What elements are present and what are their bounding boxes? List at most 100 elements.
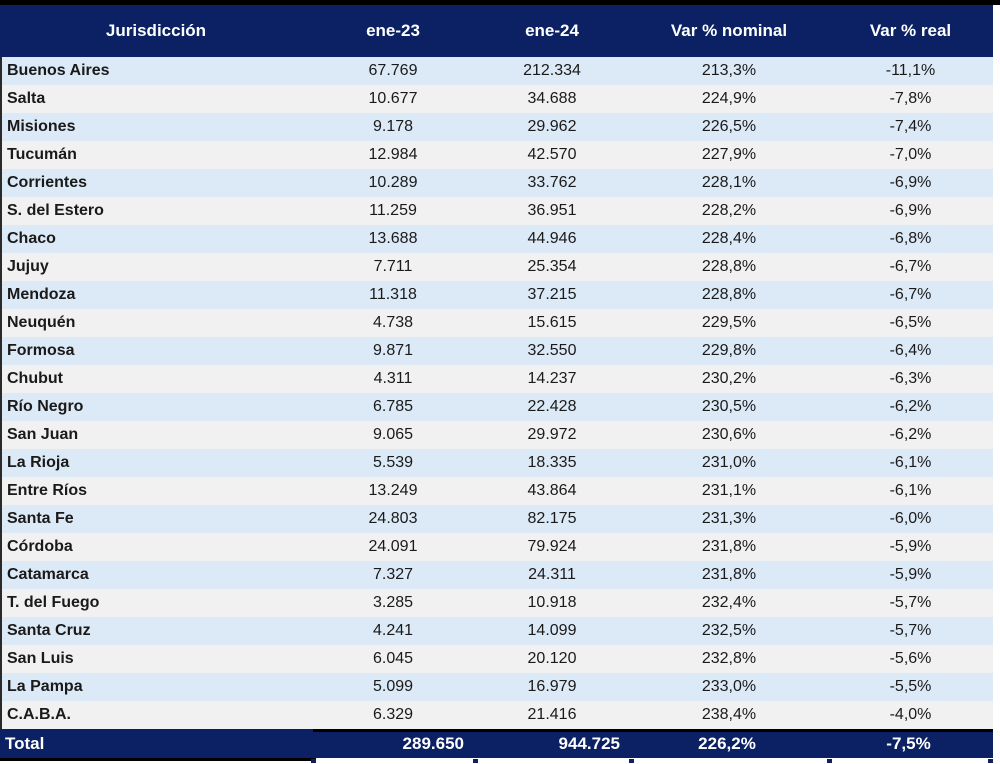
ene23-cell: 12.984 xyxy=(368,146,418,163)
ene23-cell: 9.065 xyxy=(372,426,414,443)
ene23-cell: 6.329 xyxy=(372,706,414,723)
table-row: Entre Ríos 13.249 43.864 231,1% -6,1% xyxy=(2,477,993,505)
table-row: Salta 10.677 34.688 224,9% -7,8% xyxy=(2,85,993,113)
var-nominal-cell: 224,9% xyxy=(701,90,757,107)
var-real-cell: -6,9% xyxy=(889,174,932,191)
table-row: Mendoza 11.318 37.215 228,8% -6,7% xyxy=(2,281,993,309)
ene23-cell: 6.785 xyxy=(372,398,414,415)
ene24-cell: 32.550 xyxy=(527,342,577,359)
column-tick xyxy=(827,759,832,763)
var-real-cell: -6,0% xyxy=(889,510,932,527)
jurisdiction-cell: Mendoza xyxy=(7,286,76,303)
total-row: Total 289.650 944.725 226,2% -7,5% xyxy=(0,729,993,758)
var-real-cell: -5,6% xyxy=(889,650,932,667)
table-row: Tucumán 12.984 42.570 227,9% -7,0% xyxy=(2,141,993,169)
column-tick xyxy=(988,759,993,763)
ene24-cell: 29.972 xyxy=(527,426,577,443)
column-tick xyxy=(473,759,478,763)
var-nominal-cell: 231,1% xyxy=(701,482,757,499)
table-row: San Juan 9.065 29.972 230,6% -6,2% xyxy=(2,421,993,449)
ene23-cell: 9.178 xyxy=(372,118,414,135)
ene23-cell: 24.091 xyxy=(368,538,418,555)
jurisdiction-cell: Chubut xyxy=(7,370,63,387)
var-real-cell: -6,5% xyxy=(889,314,932,331)
var-real-cell: -6,1% xyxy=(889,454,932,471)
ene23-cell: 3.285 xyxy=(372,594,414,611)
total-ene24-cell: 944.725 xyxy=(558,733,620,753)
var-real-cell: -5,9% xyxy=(889,566,932,583)
jurisdiction-cell: San Luis xyxy=(7,650,74,667)
ene24-cell: 21.416 xyxy=(527,706,577,723)
ene23-cell: 10.289 xyxy=(368,174,418,191)
jurisdiction-cell: La Pampa xyxy=(7,678,83,695)
ene23-cell: 13.249 xyxy=(368,482,418,499)
ene24-cell: 37.215 xyxy=(527,286,577,303)
table-row: T. del Fuego 3.285 10.918 232,4% -5,7% xyxy=(2,589,993,617)
var-real-cell: -5,9% xyxy=(889,538,932,555)
var-real-cell: -4,0% xyxy=(889,706,932,723)
column-header-ene23: ene-23 xyxy=(366,21,420,40)
var-nominal-cell: 228,2% xyxy=(701,202,757,219)
var-nominal-cell: 228,4% xyxy=(701,230,757,247)
jurisdiction-cell: Buenos Aires xyxy=(7,62,110,79)
ene23-cell: 13.688 xyxy=(368,230,418,247)
ene23-cell: 7.711 xyxy=(373,258,413,275)
var-real-cell: -6,9% xyxy=(889,202,932,219)
jurisdiction-cell: Chaco xyxy=(7,230,56,247)
ene23-cell: 10.677 xyxy=(368,90,418,107)
ene23-cell: 5.099 xyxy=(372,678,414,695)
table-row: Formosa 9.871 32.550 229,8% -6,4% xyxy=(2,337,993,365)
ene23-cell: 4.241 xyxy=(372,622,414,639)
table-row: Chaco 13.688 44.946 228,4% -6,8% xyxy=(2,225,993,253)
jurisdiction-cell: T. del Fuego xyxy=(7,594,100,611)
ene24-cell: 42.570 xyxy=(527,146,577,163)
var-real-cell: -6,2% xyxy=(889,426,932,443)
data-table: Jurisdicción ene-23 ene-24 Var % nominal… xyxy=(0,5,1000,764)
ene24-cell: 79.924 xyxy=(527,538,577,555)
ene24-cell: 44.946 xyxy=(527,230,577,247)
var-nominal-cell: 231,3% xyxy=(701,510,757,527)
var-real-cell: -11,1% xyxy=(885,62,936,79)
ene23-cell: 11.318 xyxy=(369,286,417,303)
var-real-cell: -5,7% xyxy=(889,594,932,611)
var-nominal-cell: 228,8% xyxy=(701,286,757,303)
total-cell-underline xyxy=(0,758,316,761)
ene24-cell: 24.311 xyxy=(528,566,576,583)
table-row: Corrientes 10.289 33.762 228,1% -6,9% xyxy=(2,169,993,197)
ene24-cell: 82.175 xyxy=(527,510,577,527)
table-row: Río Negro 6.785 22.428 230,5% -6,2% xyxy=(2,393,993,421)
ene24-cell: 18.335 xyxy=(527,454,577,471)
jurisdiction-cell: Misiones xyxy=(7,118,76,135)
var-real-cell: -6,7% xyxy=(889,286,932,303)
column-header-jurisdiccion: Jurisdicción xyxy=(105,21,207,40)
var-nominal-cell: 228,1% xyxy=(701,174,757,191)
var-nominal-cell: 229,5% xyxy=(701,314,757,331)
table-row: Córdoba 24.091 79.924 231,8% -5,9% xyxy=(2,533,993,561)
table-row: Buenos Aires 67.769 212.334 213,3% -11,1… xyxy=(2,57,993,85)
ene24-cell: 25.354 xyxy=(527,258,577,275)
jurisdiction-cell: Córdoba xyxy=(7,538,73,555)
table-body: Buenos Aires 67.769 212.334 213,3% -11,1… xyxy=(0,57,993,729)
total-ene23-cell: 289.650 xyxy=(402,733,464,753)
var-nominal-cell: 230,6% xyxy=(701,426,757,443)
jurisdiction-cell: Corrientes xyxy=(7,174,88,191)
total-var-real-cell: -7,5% xyxy=(886,733,931,753)
jurisdiction-cell: San Juan xyxy=(7,426,79,443)
top-border xyxy=(0,0,1000,5)
ene24-cell: 22.428 xyxy=(527,398,577,415)
var-real-cell: -6,8% xyxy=(889,230,932,247)
var-nominal-cell: 231,8% xyxy=(701,538,757,555)
var-real-cell: -7,8% xyxy=(889,90,932,107)
table-header-row: Jurisdicción ene-23 ene-24 Var % nominal… xyxy=(0,5,993,57)
column-tick xyxy=(629,759,634,763)
var-real-cell: -6,4% xyxy=(889,342,932,359)
table-row: Chubut 4.311 14.237 230,2% -6,3% xyxy=(2,365,993,393)
var-real-cell: -6,3% xyxy=(889,370,932,387)
var-real-cell: -6,7% xyxy=(889,258,932,275)
jurisdiction-cell: Entre Ríos xyxy=(7,482,88,499)
ene23-cell: 7.327 xyxy=(372,566,414,583)
ene23-cell: 5.539 xyxy=(372,454,414,471)
ene24-cell: 14.237 xyxy=(527,370,577,387)
column-tick xyxy=(311,759,316,763)
column-header-ene24: ene-24 xyxy=(525,21,579,40)
